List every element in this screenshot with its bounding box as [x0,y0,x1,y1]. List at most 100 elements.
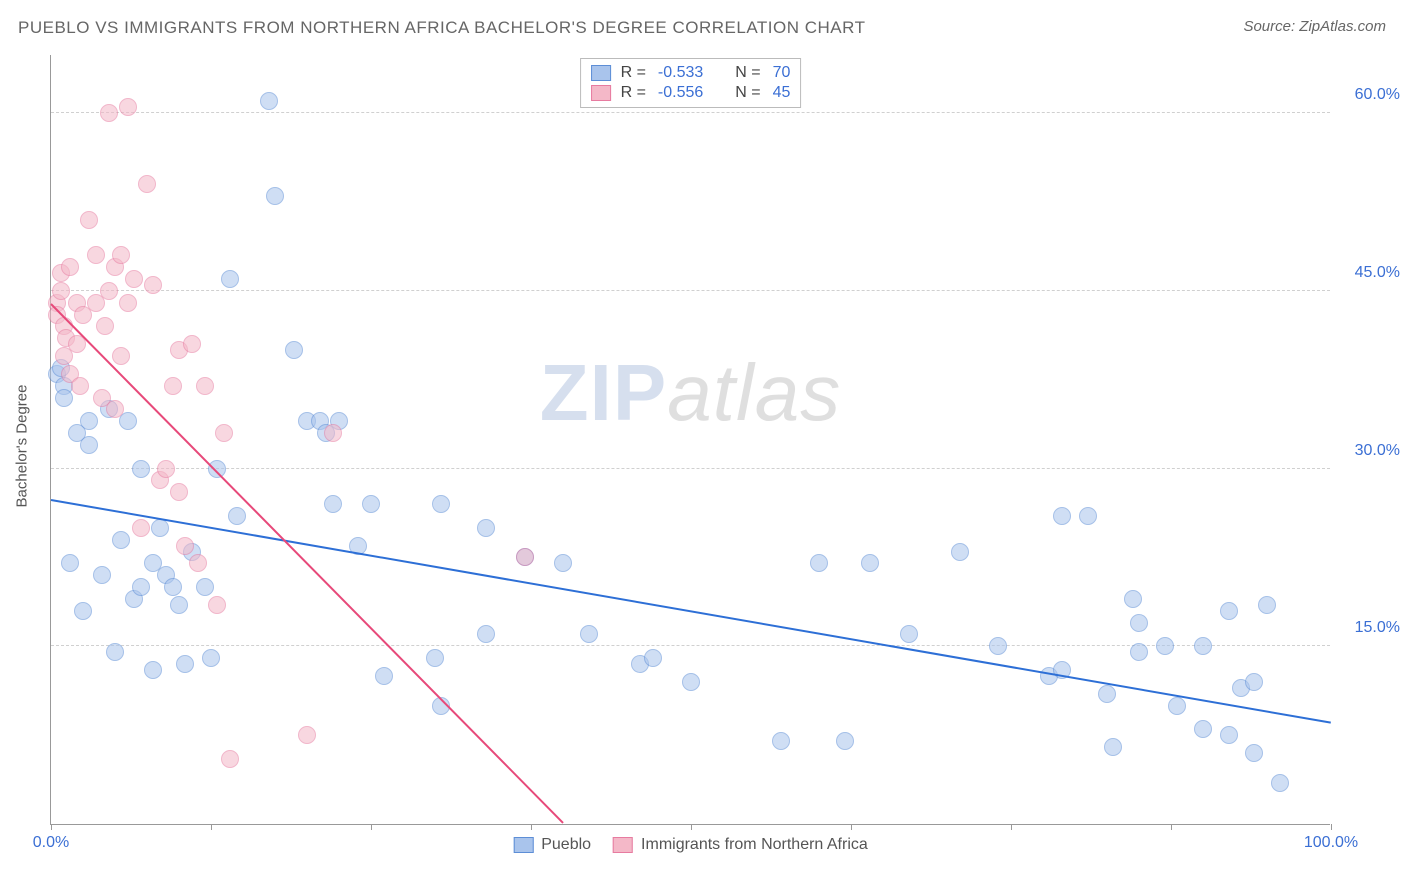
point-pueblo [861,554,879,572]
point-pueblo [55,389,73,407]
point-immigrants [176,537,194,555]
point-immigrants [215,424,233,442]
x-tick-label: 0.0% [33,834,69,852]
y-tick-label: 45.0% [1340,264,1400,282]
gridline [51,112,1330,113]
point-pueblo [1053,507,1071,525]
point-immigrants [516,548,534,566]
point-pueblo [170,596,188,614]
point-pueblo [196,578,214,596]
legend-series: Pueblo Immigrants from Northern Africa [513,836,868,854]
legend-stats-box: R =-0.533N =70R =-0.556N =45 [580,58,802,108]
point-pueblo [1220,726,1238,744]
x-tick [1171,824,1172,830]
point-immigrants [208,596,226,614]
point-pueblo [285,341,303,359]
point-pueblo [426,649,444,667]
point-pueblo [1098,685,1116,703]
point-immigrants [112,246,130,264]
watermark: ZIPatlas [540,347,841,439]
watermark-zip: ZIP [540,348,667,437]
legend-series-item: Pueblo [513,836,591,854]
point-pueblo [1220,602,1238,620]
point-pueblo [362,495,380,513]
point-pueblo [132,460,150,478]
point-immigrants [100,104,118,122]
gridline [51,468,1330,469]
point-pueblo [989,637,1007,655]
point-pueblo [644,649,662,667]
y-tick-label: 60.0% [1340,86,1400,104]
point-pueblo [221,270,239,288]
point-pueblo [1124,590,1142,608]
watermark-atlas: atlas [667,348,841,437]
point-immigrants [100,282,118,300]
legend-stat-row: R =-0.556N =45 [591,83,791,103]
point-pueblo [106,643,124,661]
point-pueblo [324,495,342,513]
point-pueblo [900,625,918,643]
point-pueblo [112,531,130,549]
point-immigrants [164,377,182,395]
point-immigrants [61,258,79,276]
x-tick [1331,824,1332,830]
point-pueblo [266,187,284,205]
legend-series-item: Immigrants from Northern Africa [613,836,868,854]
y-tick-label: 30.0% [1340,442,1400,460]
point-pueblo [228,507,246,525]
trendline-immigrants [50,303,563,823]
point-immigrants [138,175,156,193]
point-pueblo [1168,697,1186,715]
point-immigrants [132,519,150,537]
point-immigrants [221,750,239,768]
point-pueblo [74,602,92,620]
point-immigrants [170,483,188,501]
point-immigrants [106,400,124,418]
point-immigrants [87,246,105,264]
point-pueblo [151,519,169,537]
point-pueblo [951,543,969,561]
point-pueblo [477,625,495,643]
point-pueblo [93,566,111,584]
point-pueblo [1245,744,1263,762]
legend-r-value: -0.533 [658,64,703,82]
point-pueblo [202,649,220,667]
y-tick-label: 15.0% [1340,619,1400,637]
x-tick [51,824,52,830]
legend-swatch [591,65,611,81]
point-pueblo [772,732,790,750]
point-pueblo [176,655,194,673]
point-immigrants [298,726,316,744]
point-pueblo [80,436,98,454]
legend-n-label: N = [735,84,760,102]
point-immigrants [324,424,342,442]
point-pueblo [144,661,162,679]
x-tick-label: 100.0% [1304,834,1358,852]
point-pueblo [164,578,182,596]
point-pueblo [260,92,278,110]
legend-r-label: R = [621,64,646,82]
chart-plot-area: ZIPatlas R =-0.533N =70R =-0.556N =45 Pu… [50,55,1330,825]
point-pueblo [132,578,150,596]
point-pueblo [1258,596,1276,614]
point-pueblo [580,625,598,643]
legend-series-label: Pueblo [541,836,591,854]
point-immigrants [125,270,143,288]
legend-swatch [513,837,533,853]
point-immigrants [119,98,137,116]
legend-stat-row: R =-0.533N =70 [591,63,791,83]
x-tick [691,824,692,830]
point-immigrants [157,460,175,478]
point-immigrants [196,377,214,395]
legend-swatch [613,837,633,853]
source-attribution: Source: ZipAtlas.com [1243,18,1386,35]
point-pueblo [836,732,854,750]
x-tick [1011,824,1012,830]
legend-n-value: 45 [773,84,791,102]
point-pueblo [1194,637,1212,655]
gridline [51,290,1330,291]
point-immigrants [112,347,130,365]
point-immigrants [119,294,137,312]
y-axis-title: Bachelor's Degree [14,385,31,508]
point-immigrants [52,282,70,300]
